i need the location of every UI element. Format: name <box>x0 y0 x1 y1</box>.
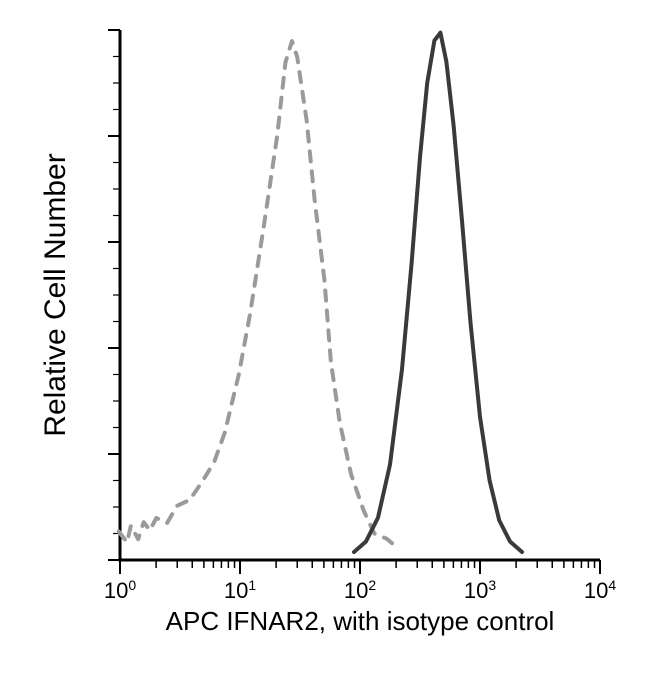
x-tick-label: 101 <box>224 577 256 603</box>
axes-frame <box>120 30 600 560</box>
flow-cytometry-chart: 100 101 102 103 104 Relative Cell Number APC I… <box>0 0 650 680</box>
x-tick-label: 100 <box>104 577 136 603</box>
x-tick-label: 102 <box>344 577 376 603</box>
series-isotype-control <box>119 41 400 550</box>
y-axis-label: Relative Cell Number <box>39 153 72 436</box>
series-ifnar2-stain <box>354 33 522 552</box>
x-tick-label: 104 <box>584 577 616 603</box>
x-axis-label: APC IFNAR2, with isotype control <box>166 606 555 636</box>
plot-svg: 100 101 102 103 104 Relative Cell Number APC I… <box>0 0 650 680</box>
x-tick-label: 103 <box>464 577 496 603</box>
